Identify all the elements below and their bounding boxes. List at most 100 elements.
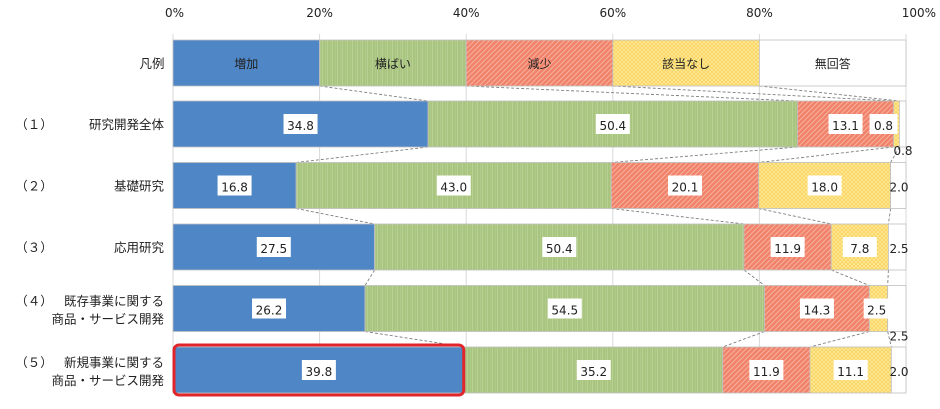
value-label-bg [252, 298, 287, 319]
legend-label: 無回答 [815, 56, 851, 71]
value-label: 26.2 [256, 304, 283, 318]
category-number: （１） [15, 117, 53, 132]
gridlines [172, 34, 907, 392]
category-label: 既存事業に関する [64, 294, 164, 309]
value-label: 7.8 [850, 242, 869, 256]
legend-label: 該当なし [662, 56, 710, 71]
value-label: 11.9 [774, 242, 801, 256]
connector-line [364, 269, 375, 286]
connector-line [759, 85, 900, 102]
connector-line [612, 85, 894, 102]
legend-title: 凡例 [139, 56, 164, 71]
value-label: 2.5 [889, 242, 908, 256]
value-label-bg [217, 175, 252, 196]
category-number: （３） [15, 240, 53, 255]
value-label-bg [833, 360, 868, 380]
connector-line [887, 269, 889, 286]
legend-swatch [465, 39, 614, 87]
bar-segment [887, 285, 907, 332]
value-label: 2.5 [867, 304, 886, 318]
connector-line [364, 331, 465, 348]
x-tick-label: 40% [453, 6, 480, 20]
bar-segment [890, 162, 907, 209]
value-label-bg [863, 298, 890, 319]
x-tick-label: 0% [165, 6, 184, 20]
connector-line [296, 146, 429, 163]
bar-segment [888, 223, 907, 271]
category-label: 商品・サービス開発 [51, 373, 164, 388]
value-label: 16.8 [221, 181, 248, 195]
category-number: （４） [15, 294, 53, 309]
value-label: 11.1 [837, 365, 864, 379]
connector-line [887, 208, 892, 225]
value-label-bg [807, 175, 842, 196]
value-label-bg [842, 237, 877, 257]
value-label: 13.1 [832, 119, 859, 133]
value-label-bg [770, 237, 805, 257]
value-label-bg [301, 360, 336, 380]
value-label: 20.1 [672, 181, 699, 195]
legend-swatch [612, 39, 760, 87]
value-label: 0.8 [893, 144, 912, 158]
connector-line [296, 208, 375, 225]
value-label: 2.5 [889, 330, 908, 344]
legend-label: 横ばい [375, 57, 411, 71]
connector-line [611, 146, 798, 163]
category-label: 基礎研究 [114, 179, 165, 194]
value-label: 14.3 [804, 304, 831, 318]
value-label-bg [595, 114, 630, 134]
value-label: 2.0 [889, 365, 908, 379]
value-label: 43.0 [440, 181, 467, 195]
value-label: 50.4 [546, 242, 573, 256]
connector-line [758, 208, 832, 225]
category-number: （５） [15, 355, 53, 370]
connector-line [809, 331, 870, 348]
connector-lines [296, 85, 900, 348]
category-label: 新規事業に関する [64, 355, 164, 370]
category-label: 応用研究 [114, 240, 165, 255]
bar-segment [899, 100, 907, 148]
legend-swatch [172, 39, 321, 87]
x-tick-label: 20% [306, 6, 333, 20]
connector-line [722, 331, 765, 348]
connector-line [758, 146, 894, 163]
value-label-bg [869, 114, 898, 134]
connector-line [611, 208, 745, 225]
value-label: 11.9 [753, 365, 780, 379]
value-label-bg [576, 360, 611, 380]
value-label-bg [547, 298, 582, 319]
value-label: 18.0 [811, 181, 838, 195]
connector-line [319, 85, 429, 102]
value-label-bg [749, 360, 784, 380]
connector-line [890, 146, 900, 163]
value-label: 27.5 [260, 242, 287, 256]
value-label-bg [256, 237, 291, 257]
category-label: 研究開発全体 [89, 117, 165, 132]
value-label-bg [436, 175, 471, 196]
chart-texts: 0% 20% 40% 60% 80% 100% 増加 横ばい 減少 該当なし 無回答 凡例 34.8 50… [15, 6, 936, 397]
value-label-bg [283, 114, 318, 134]
value-label-bg [799, 298, 834, 319]
value-label: 34.8 [287, 119, 314, 133]
value-label: 2.0 [889, 181, 908, 195]
bar-segment [890, 346, 907, 394]
connector-line [466, 85, 798, 102]
connector-line [743, 269, 765, 286]
bars [172, 39, 907, 394]
x-tick-label: 100% [902, 6, 936, 20]
category-number: （２） [15, 179, 53, 194]
value-label: 54.5 [551, 304, 578, 318]
legend-swatch [759, 39, 907, 87]
highlight-box [172, 343, 466, 397]
value-label: 35.2 [580, 365, 607, 379]
value-label: 0.8 [874, 119, 893, 133]
legend-label: 減少 [527, 56, 551, 71]
connector-line [887, 331, 892, 348]
value-label: 39.8 [306, 365, 333, 379]
x-tick-label: 60% [599, 6, 626, 20]
value-label-bg [828, 114, 863, 134]
value-label-bg [668, 175, 703, 196]
connector-line [831, 269, 870, 286]
legend-label: 増加 [234, 57, 258, 71]
